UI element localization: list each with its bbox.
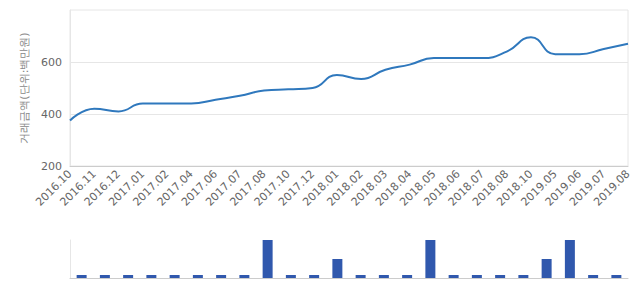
svg-text:2017.07: 2017.07 [203,167,245,209]
svg-text:200: 200 [41,160,62,173]
svg-text:2018.01: 2018.01 [300,167,342,209]
svg-text:2019.08: 2019.08 [591,167,632,208]
svg-text:2016.12: 2016.12 [81,167,124,209]
svg-text:2018.03: 2018.03 [348,167,390,209]
svg-text:2018.05: 2018.05 [397,167,439,209]
svg-text:2016.10: 2016.10 [33,167,75,209]
svg-text:2019.05: 2019.05 [518,167,560,209]
svg-text:2017.12: 2017.12 [275,167,318,209]
svg-text:2018.04: 2018.04 [372,167,415,209]
svg-text:2017.01: 2017.01 [106,167,148,209]
svg-text:2018.02: 2018.02 [324,167,366,209]
svg-text:2018.07: 2018.07 [445,167,487,209]
svg-text:2018.10: 2018.10 [494,167,536,209]
svg-text:거래금액(단위:백만원): 거래금액(단위:백만원) [18,32,31,143]
svg-text:2018.08: 2018.08 [470,167,512,209]
svg-text:400: 400 [41,108,62,121]
svg-text:2019.07: 2019.07 [567,167,609,209]
svg-text:2017.06: 2017.06 [178,167,221,209]
svg-text:2017.04: 2017.04 [154,167,196,209]
svg-text:2019.06: 2019.06 [542,167,585,209]
svg-text:2018.06: 2018.06 [421,167,463,209]
svg-text:600: 600 [41,56,62,69]
svg-text:2017.10: 2017.10 [251,167,293,209]
svg-text:2017.08: 2017.08 [227,167,269,209]
svg-text:2017.02: 2017.02 [130,167,172,209]
svg-text:2016.11: 2016.11 [57,167,99,209]
